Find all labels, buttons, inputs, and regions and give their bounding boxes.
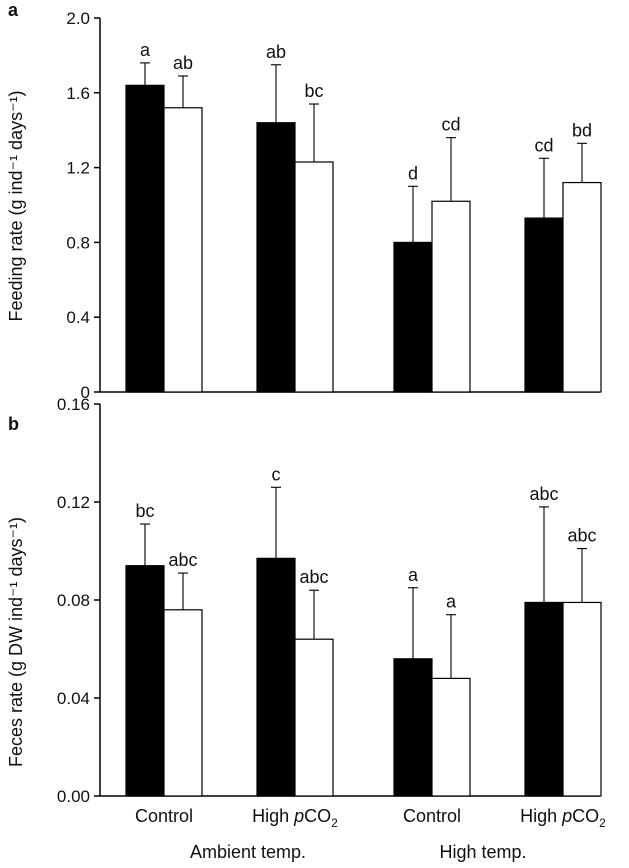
significance-letter: a [408, 565, 419, 585]
bar [163, 107, 203, 393]
bar [125, 565, 165, 797]
significance-letter: abc [567, 526, 596, 546]
group-labels: Ambient temp. High temp. [190, 842, 527, 862]
bar [294, 161, 334, 393]
significance-letter: a [140, 40, 151, 60]
panel-label-a: a [8, 0, 19, 20]
bar [393, 241, 433, 393]
category-label: Control [403, 806, 461, 826]
significance-letter: cd [534, 135, 553, 155]
significance-letter: bc [304, 81, 323, 101]
y-tick-label: 0.08 [57, 591, 90, 610]
y-tick-label: 0.16 [57, 395, 90, 414]
significance-letter: a [446, 592, 457, 612]
significance-letter: abc [168, 550, 197, 570]
y-tick-label: 0.00 [57, 787, 90, 806]
significance-letter: ab [173, 53, 193, 73]
bar [562, 601, 602, 797]
significance-letter: abc [529, 484, 558, 504]
category-label: Control [135, 806, 193, 826]
category-label: High pCO2 [520, 806, 606, 830]
significance-letter: abc [299, 567, 328, 587]
y-tick-label: 2.0 [66, 9, 90, 28]
group-label-ambient: Ambient temp. [190, 842, 306, 862]
significance-letter: ab [266, 42, 286, 62]
y-tick-label: 0.8 [66, 233, 90, 252]
bar [125, 84, 165, 393]
significance-letter: bc [135, 501, 154, 521]
y-tick-label: 0.04 [57, 689, 90, 708]
y-tick-label: 0 [81, 383, 90, 402]
significance-letter: bd [572, 120, 592, 140]
bar [256, 122, 296, 393]
bar [524, 217, 564, 393]
category-label: High pCO2 [252, 806, 338, 830]
y-tick-label: 0.12 [57, 493, 90, 512]
bar [256, 557, 296, 797]
category-labels: Control High pCO2 Control High pCO2 [135, 806, 606, 830]
group-label-high-temp: High temp. [439, 842, 526, 862]
y-tick-label: 0.4 [66, 308, 90, 327]
bar [524, 601, 564, 797]
y-tick-label: 1.6 [66, 84, 90, 103]
panel-b: 0.00 0.04 0.08 0.12 0.16 bc abc c abc a a abc abc [57, 395, 602, 806]
y-axis-title-b: Feces rate (g DW ind⁻¹ days⁻¹) [6, 517, 26, 767]
bar [393, 658, 433, 797]
bar [163, 609, 203, 797]
bar [431, 200, 471, 393]
panel-label-b: b [8, 414, 19, 434]
bar [294, 638, 334, 797]
y-tick-label: 1.2 [66, 159, 90, 178]
y-axis-title-a: Feeding rate (g ind⁻¹ days⁻¹) [6, 90, 26, 321]
significance-letter: cd [441, 115, 460, 135]
bar [562, 181, 602, 393]
significance-letter: d [408, 163, 418, 183]
significance-letter: c [272, 464, 281, 484]
bar [431, 677, 471, 797]
